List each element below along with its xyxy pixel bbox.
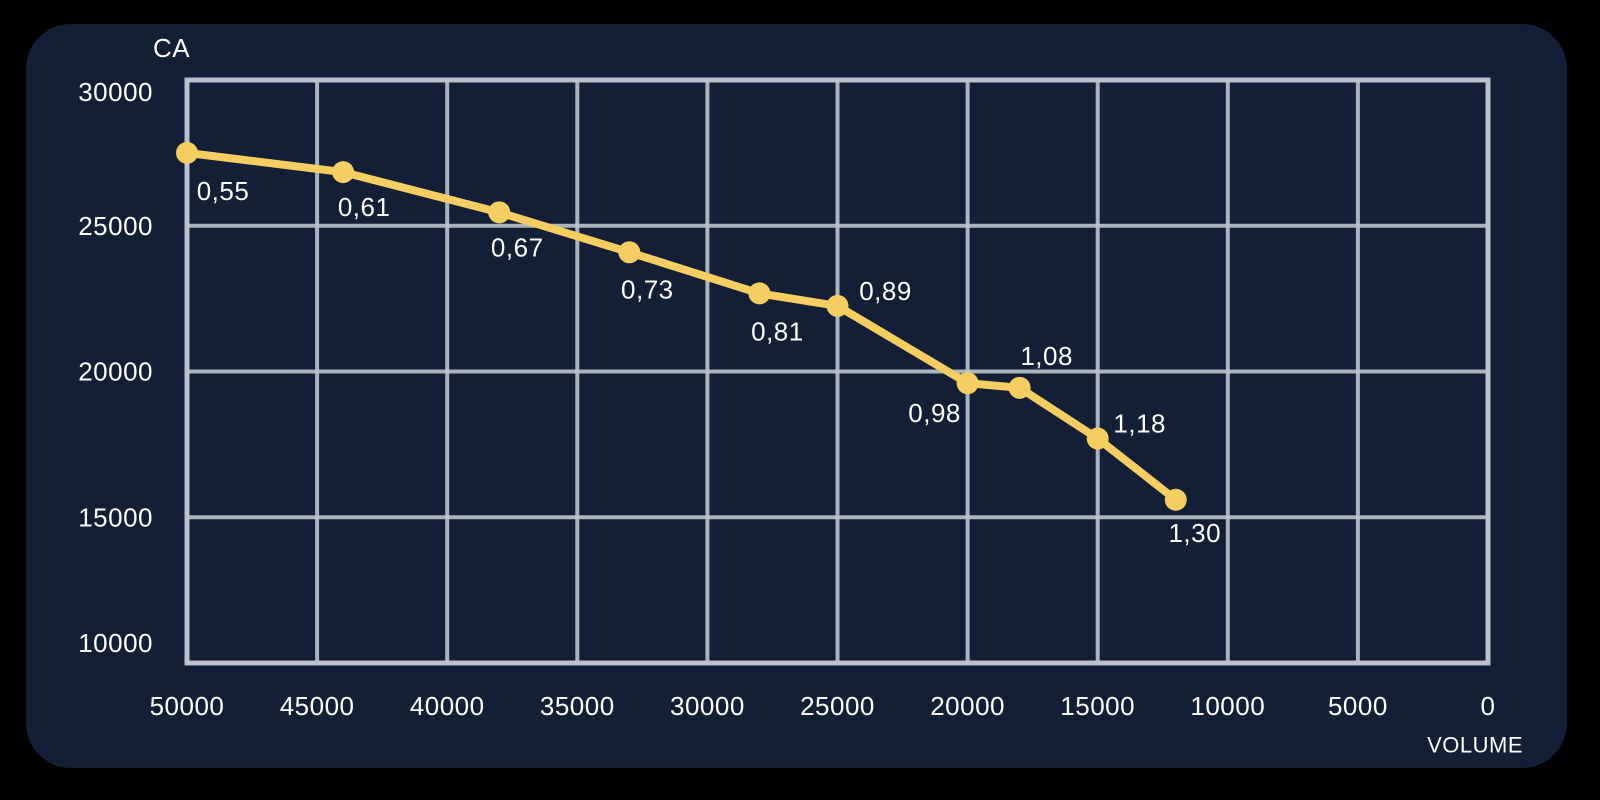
x-axis-title: VOLUME [1427, 733, 1523, 758]
x-tick-label: 50000 [150, 691, 225, 721]
y-axis-title: CA [153, 33, 190, 63]
y-tick-label: 30000 [78, 77, 153, 107]
x-tick-label: 40000 [410, 691, 485, 721]
data-point [1164, 488, 1187, 511]
data-point [332, 161, 355, 184]
y-tick-label: 20000 [78, 357, 153, 387]
x-tick-label: 5000 [1328, 691, 1388, 721]
point-label: 0,61 [338, 192, 391, 222]
y-tick-label: 10000 [78, 628, 153, 658]
y-tick-label: 25000 [78, 211, 153, 241]
data-point [956, 372, 979, 395]
x-tick-label: 15000 [1060, 691, 1135, 721]
plot-border [184, 77, 1491, 666]
x-tick-label: 0 [1481, 691, 1496, 721]
point-label: 0,98 [908, 398, 961, 428]
data-line [183, 148, 1180, 504]
point-label: 0,89 [859, 276, 912, 306]
point-label: 1,30 [1168, 518, 1221, 548]
data-point [748, 282, 771, 305]
point-label: 1,18 [1113, 409, 1166, 439]
data-point [1008, 376, 1031, 399]
x-tick-label: 35000 [540, 691, 615, 721]
x-tick-label: 10000 [1190, 691, 1265, 721]
y-tick-label: 15000 [78, 502, 153, 532]
point-label: 0,81 [751, 316, 804, 346]
point-label: 0,67 [491, 232, 544, 262]
x-tick-label: 45000 [280, 691, 355, 721]
chart-panel [26, 24, 1567, 768]
data-point [826, 294, 849, 317]
x-tick-label: 30000 [670, 691, 745, 721]
x-tick-label: 25000 [800, 691, 875, 721]
data-point [176, 141, 198, 164]
point-label: 1,08 [1020, 341, 1073, 371]
x-tick-label: 20000 [930, 691, 1005, 721]
data-point [618, 241, 641, 264]
point-label: 0,73 [621, 274, 674, 304]
data-point [1086, 427, 1109, 450]
point-label: 0,55 [197, 176, 250, 206]
data-point [488, 201, 511, 224]
